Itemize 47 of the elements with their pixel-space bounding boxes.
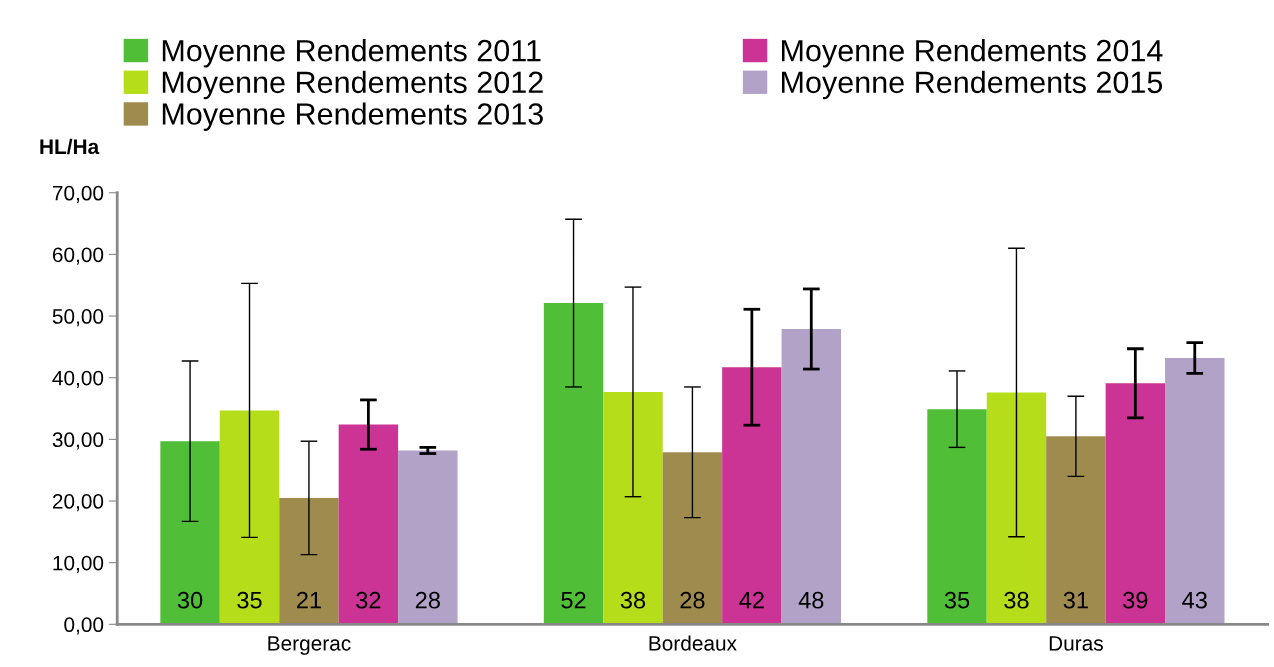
bar xyxy=(543,303,604,625)
data-label: 31 xyxy=(1063,591,1088,609)
data-label: 43 xyxy=(1182,591,1207,609)
legend-label: Moyenne Rendements 2011 xyxy=(162,39,541,68)
bar xyxy=(1105,383,1166,625)
y-tick-label: 30,00 xyxy=(52,432,104,450)
legend-label: Moyenne Rendements 2012 xyxy=(162,70,543,100)
data-label: 48 xyxy=(798,591,824,609)
data-label: 42 xyxy=(739,591,764,609)
bar xyxy=(160,441,220,625)
data-label: 35 xyxy=(237,591,262,609)
y-tick-label: 50,00 xyxy=(52,309,104,327)
bar xyxy=(338,424,399,625)
data-label: 35 xyxy=(944,591,970,609)
bar xyxy=(781,329,842,625)
y-tick-label: 10,00 xyxy=(53,555,104,573)
bar xyxy=(398,450,458,625)
data-label: 39 xyxy=(1123,591,1148,609)
bar xyxy=(603,391,663,625)
data-label: 52 xyxy=(561,591,586,609)
bar xyxy=(986,392,1047,625)
data-label: 28 xyxy=(415,591,440,609)
bar xyxy=(219,410,280,625)
legend-label: Moyenne Rendements 2014 xyxy=(782,39,1163,68)
x-tick-label: Bordeaux xyxy=(649,635,737,651)
data-label: 38 xyxy=(620,591,646,609)
y-tick-label: 70,00 xyxy=(52,185,104,203)
x-tick-label: Bergerac xyxy=(268,636,351,655)
bar xyxy=(722,367,782,625)
legend-label: Moyenne Rendements 2013 xyxy=(162,102,543,131)
data-label: 32 xyxy=(356,591,381,609)
y-tick-label: 20,00 xyxy=(52,494,104,512)
bar xyxy=(927,409,987,625)
data-label: 28 xyxy=(680,591,705,609)
bar xyxy=(279,497,339,625)
y-tick-label: 40,00 xyxy=(52,370,104,388)
y-axis-title: HL/Ha xyxy=(40,138,100,155)
data-label: 21 xyxy=(297,591,321,609)
bar xyxy=(662,452,723,625)
data-label: 38 xyxy=(1004,591,1029,609)
data-label: 30 xyxy=(177,591,203,609)
y-tick-label: 60,00 xyxy=(52,247,104,265)
x-tick-label: Duras xyxy=(1049,636,1103,651)
bar xyxy=(1165,357,1225,625)
legend-label: Moyenne Rendements 2015 xyxy=(782,70,1163,100)
bar xyxy=(1046,436,1106,625)
y-tick-label: 0,00 xyxy=(64,617,104,635)
